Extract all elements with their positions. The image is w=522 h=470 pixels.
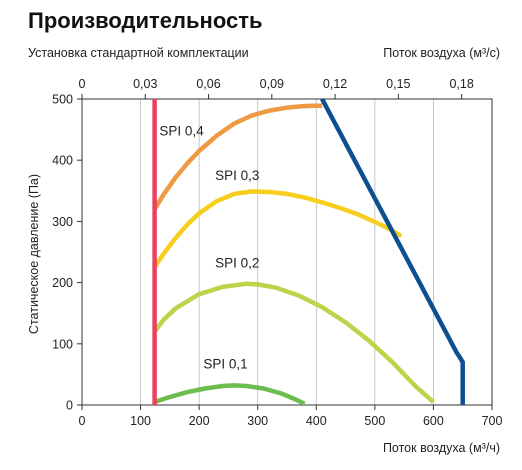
y-tick-label: 0 [66, 399, 73, 413]
x-tick-label: 600 [423, 414, 444, 428]
series-line-spi-0-1 [153, 383, 306, 405]
series-label-spi-0-4: SPI 0,4 [159, 124, 204, 139]
x2-tick-label: 0,15 [386, 77, 410, 91]
x-tick-label: 500 [364, 414, 385, 428]
y-axis-title: Статическое давление (Па) [27, 174, 41, 334]
series-layer [152, 97, 465, 405]
top-axis-label: Поток воздуха (м³/с) [383, 46, 500, 60]
chart-title: Производительность [28, 8, 263, 33]
x2-tick-label: 0,12 [323, 77, 347, 91]
x-tick-label: 300 [247, 414, 268, 428]
plot-frame [81, 98, 493, 406]
grid-layer [140, 99, 434, 405]
axis-layer: 0 100 200 300 400 500 600 700 0 0,03 0,06 0,09 0,12 0… [52, 77, 502, 428]
series-label-spi-0-3: SPI 0,3 [215, 168, 259, 183]
y-tick-label: 400 [52, 154, 73, 168]
x2-tick-label: 0,06 [196, 77, 220, 91]
x2-tick-label: 0,18 [449, 77, 473, 91]
x-tick-label: 200 [189, 414, 210, 428]
x-tick-label: 400 [306, 414, 327, 428]
series-label-spi-0-1: SPI 0,1 [203, 356, 247, 371]
series-line-max [320, 97, 465, 405]
x-tick-label: 700 [482, 414, 503, 428]
series-line-spi-0-4 [152, 103, 323, 211]
label-layer: SPI 0,4 SPI 0,3 SPI 0,2 SPI 0,1 [159, 124, 259, 372]
x2-tick-label: 0,09 [260, 77, 284, 91]
x-axis-title: Поток воздуха (м³/ч) [383, 441, 500, 455]
chart-subtitle: Установка стандартной комплектации [28, 46, 249, 60]
y-tick-label: 100 [52, 337, 73, 351]
y-tick-label: 300 [52, 215, 73, 229]
x-tick-label: 100 [130, 414, 151, 428]
series-line-spi-0-3 [152, 189, 403, 269]
x2-tick-label: 0,03 [133, 77, 157, 91]
y-tick-label: 200 [52, 276, 73, 290]
series-label-spi-0-2: SPI 0,2 [215, 255, 259, 270]
y-tick-label: 500 [52, 93, 73, 107]
x2-tick-label: 0 [79, 77, 86, 91]
series-line-spi-0-2 [152, 281, 435, 404]
x-tick-label: 0 [79, 414, 86, 428]
